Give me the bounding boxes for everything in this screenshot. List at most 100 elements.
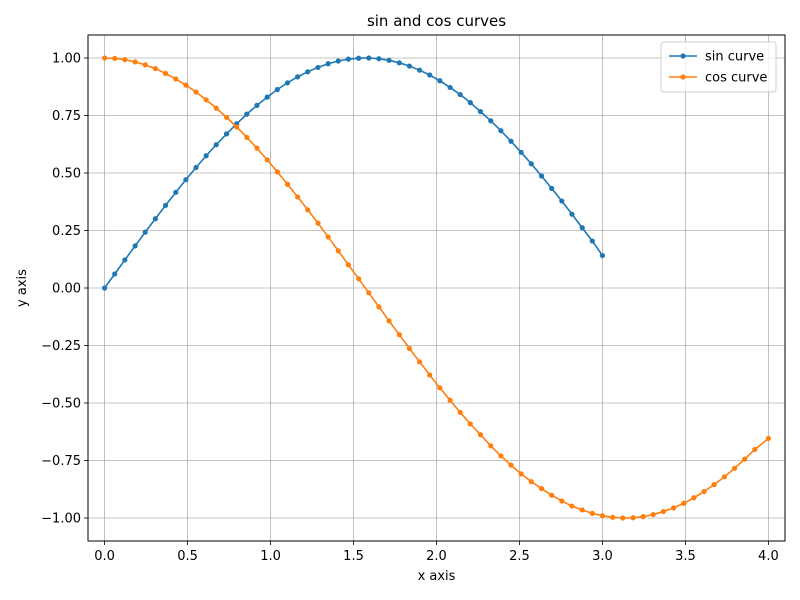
data-point [284, 181, 291, 187]
data-point [132, 243, 138, 249]
data-point [406, 345, 413, 352]
data-point [538, 173, 545, 179]
data-point [122, 57, 128, 63]
data-point [396, 332, 402, 338]
y-tick-label: 1.00 [52, 52, 81, 67]
data-point [437, 385, 443, 391]
data-point [416, 359, 423, 365]
data-point [518, 149, 524, 155]
series-1 [102, 55, 772, 521]
data-point [315, 220, 321, 226]
x-tick-label: 2.0 [426, 549, 447, 564]
data-point [386, 57, 392, 63]
data-point [386, 318, 392, 324]
data-point [528, 479, 534, 485]
data-point [376, 56, 382, 62]
data-point [477, 108, 484, 115]
data-point [345, 262, 351, 268]
data-point [660, 508, 666, 515]
legend-box [660, 41, 777, 93]
data-point [295, 194, 301, 200]
data-point [559, 198, 565, 204]
data-point [102, 55, 108, 61]
data-point [701, 488, 707, 495]
data-point [325, 61, 331, 67]
data-point [427, 72, 433, 78]
data-point [731, 465, 738, 471]
legend-label: sin curve [705, 50, 764, 65]
data-point [457, 409, 463, 416]
data-point [325, 234, 331, 240]
data-point [295, 74, 301, 80]
data-point [213, 105, 219, 111]
data-point [213, 142, 219, 148]
data-point [589, 238, 595, 244]
data-point [254, 145, 260, 151]
data-point [234, 124, 240, 130]
data-point [112, 271, 118, 277]
data-point [223, 131, 230, 137]
data-point [579, 507, 585, 513]
x-tick-label: 3.0 [592, 549, 613, 564]
x-tick-label: 1.5 [343, 549, 364, 564]
data-point [244, 134, 250, 140]
y-tick-label: −0.25 [41, 339, 81, 354]
data-point [477, 432, 484, 438]
data-point [416, 67, 423, 73]
data-point [366, 290, 372, 296]
data-point [335, 58, 341, 64]
data-point [284, 80, 291, 86]
data-point [173, 189, 179, 195]
data-point [559, 498, 565, 504]
series-0 [102, 55, 606, 291]
data-point [447, 84, 453, 91]
data-point [406, 63, 413, 69]
data-point [335, 248, 341, 254]
data-point [152, 216, 158, 222]
x-tick-label: 4.0 [758, 549, 779, 564]
data-point [599, 252, 606, 259]
chart-title: sin and cos curves [367, 12, 506, 30]
data-point [671, 505, 677, 511]
x-tick-label: 2.5 [509, 549, 530, 564]
data-point [203, 97, 209, 103]
x-tick-label: 1.0 [260, 549, 281, 564]
data-point [152, 65, 158, 72]
x-tick-label: 3.5 [675, 549, 696, 564]
data-point [765, 435, 772, 442]
x-axis-title: x axis [418, 569, 456, 584]
data-point [122, 257, 128, 263]
x-tick-label: 0.0 [94, 549, 115, 564]
data-point [508, 462, 514, 468]
data-point [650, 511, 656, 518]
data-point [691, 495, 697, 501]
series-layer [102, 55, 772, 521]
data-point [366, 55, 372, 61]
y-tick-label: −0.75 [41, 454, 81, 469]
data-point [264, 94, 270, 100]
y-axis-title: y axis [15, 269, 30, 307]
data-point [589, 510, 595, 516]
data-point [345, 56, 351, 62]
data-point [427, 372, 433, 378]
data-point [315, 64, 321, 71]
data-point [498, 128, 504, 134]
data-point [549, 492, 555, 498]
data-point [142, 229, 148, 235]
x-tick-label: 0.5 [177, 549, 198, 564]
legend-label: cos curve [705, 71, 767, 86]
grid [88, 35, 785, 541]
data-point [538, 485, 545, 492]
data-point [457, 91, 463, 98]
data-point [305, 207, 311, 213]
data-point [599, 513, 606, 519]
data-point [356, 276, 362, 282]
ticks: 0.0 0.5 1.0 1.5 2.0 2.5 3.0 3.5 4.0 −1.00 −0.75 −0.… [41, 52, 779, 565]
data-point [518, 471, 524, 477]
data-point [274, 86, 280, 93]
y-tick-label: −0.50 [41, 397, 81, 412]
data-point [254, 102, 260, 108]
data-point [569, 503, 575, 509]
data-point [549, 185, 555, 192]
